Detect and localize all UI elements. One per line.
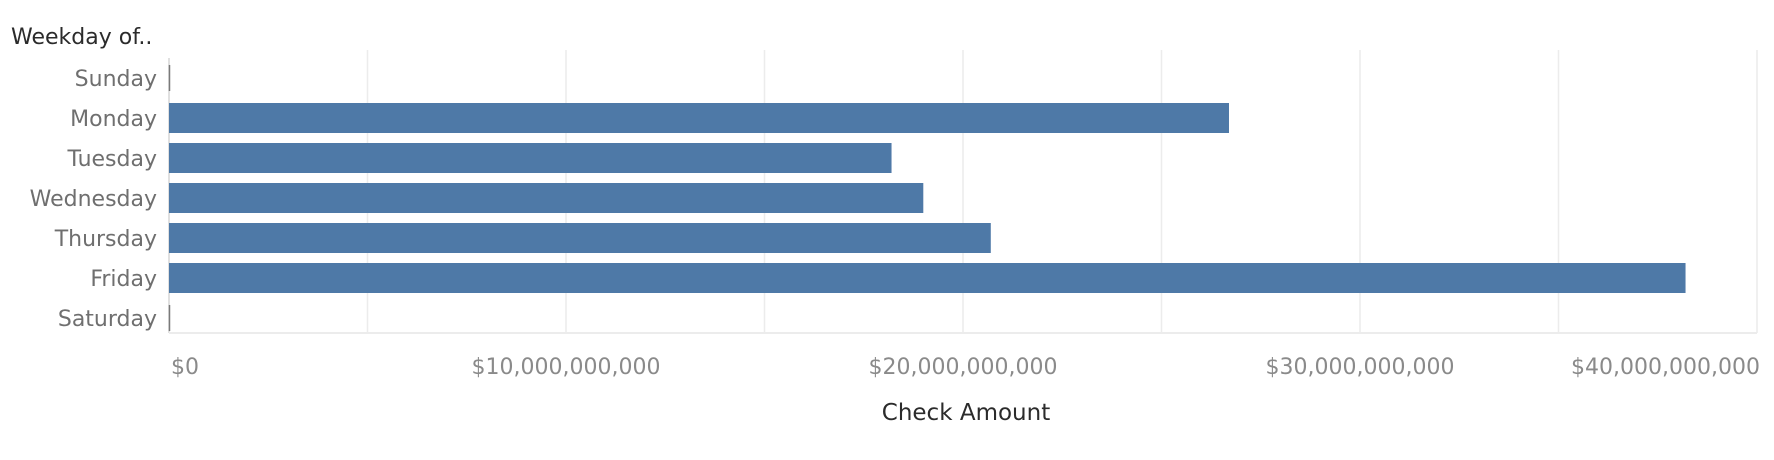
bar-monday[interactable] xyxy=(169,103,1229,133)
bar-tuesday[interactable] xyxy=(169,143,892,173)
bar-wednesday[interactable] xyxy=(169,183,924,213)
row-label-saturday: Saturday xyxy=(58,307,157,332)
row-labels: Sunday Monday Tuesday Wednesday Thursday Frid… xyxy=(30,67,157,332)
x-axis-title: Check Amount xyxy=(882,400,1050,426)
bar-thursday[interactable] xyxy=(169,223,991,253)
row-label-monday: Monday xyxy=(70,107,157,132)
x-tick-label: $10,000,000,000 xyxy=(472,355,661,380)
row-label-tuesday: Tuesday xyxy=(66,147,157,172)
row-label-wednesday: Wednesday xyxy=(30,187,157,212)
bar-friday[interactable] xyxy=(169,263,1686,293)
x-tick-label: $30,000,000,000 xyxy=(1266,355,1455,380)
bars xyxy=(168,65,1686,331)
row-label-friday: Friday xyxy=(90,267,157,292)
row-label-sunday: Sunday xyxy=(75,67,157,92)
x-axis-ticks: $0 $10,000,000,000 $20,000,000,000 $30,000,… xyxy=(171,355,1760,380)
row-header-title: Weekday of.. xyxy=(11,25,152,50)
x-tick-label: $0 xyxy=(171,355,199,380)
row-label-thursday: Thursday xyxy=(54,227,157,252)
x-tick-label: $20,000,000,000 xyxy=(869,355,1058,380)
x-tick-label: $40,000,000,000 xyxy=(1571,355,1760,380)
